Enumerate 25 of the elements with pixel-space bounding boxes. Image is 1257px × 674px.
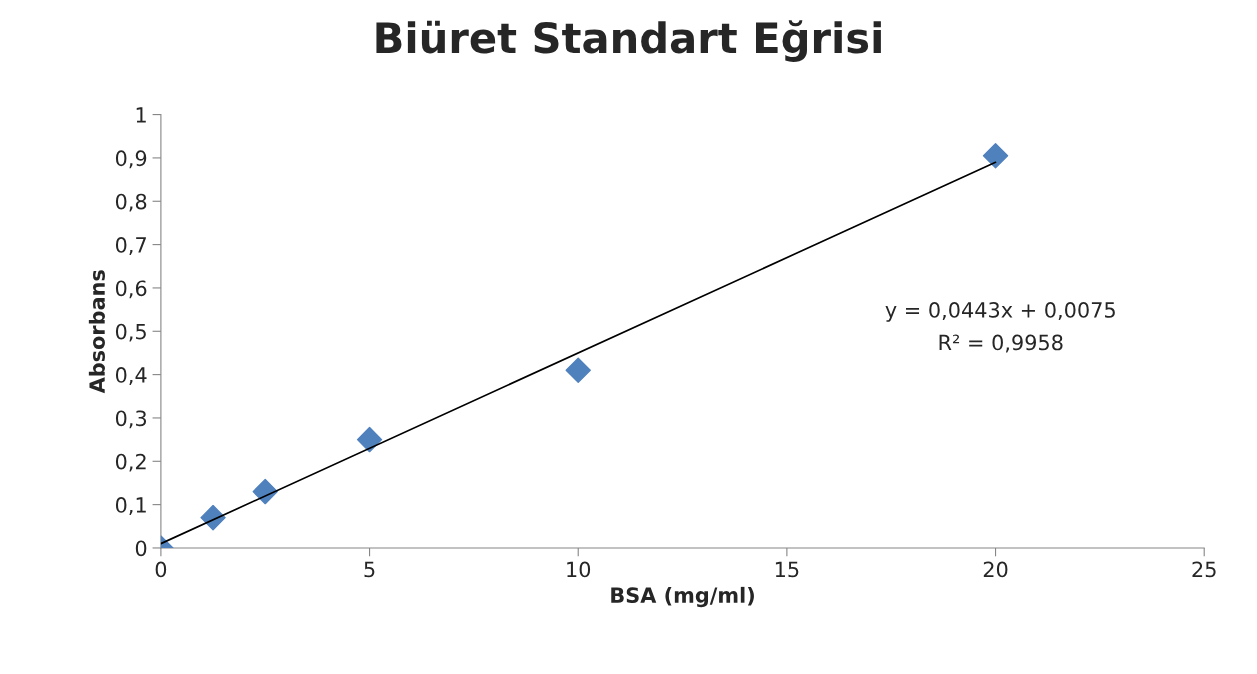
chart-title: Biüret Standart Eğrisi bbox=[376, 20, 881, 62]
x-tick-label: 0 bbox=[155, 561, 167, 578]
x-tick-label: 25 bbox=[1192, 561, 1216, 578]
y-tick-label: 0,5 bbox=[115, 323, 146, 342]
point bbox=[565, 357, 591, 383]
x-tick-label: 5 bbox=[364, 561, 375, 578]
y-tick-label: 0,3 bbox=[115, 410, 147, 429]
y-tick-label: 0,1 bbox=[115, 497, 146, 515]
y-tick-label: 1 bbox=[136, 107, 146, 123]
y-axis-title: Absorbans bbox=[88, 270, 105, 394]
annotation: R² = 0,9958 bbox=[939, 334, 1063, 353]
y-tick-label: 0,9 bbox=[115, 150, 147, 169]
y-tick-label: 0,8 bbox=[115, 193, 147, 212]
annotation: y = 0,0443x + 0,0075 bbox=[885, 302, 1115, 322]
x-tick-label: 15 bbox=[775, 561, 799, 578]
y-tick-label: 0,7 bbox=[115, 237, 146, 255]
y-tick-label: 0,4 bbox=[115, 367, 147, 385]
x-axis-title: BSA (mg/ml) bbox=[611, 586, 754, 608]
y-tick-label: 0,6 bbox=[115, 280, 147, 299]
point bbox=[982, 143, 1009, 169]
x-tick-label: 20 bbox=[983, 561, 1008, 578]
y-tick-label: 0,2 bbox=[115, 453, 146, 472]
y-tick-label: 0 bbox=[135, 540, 147, 557]
x-tick-label: 10 bbox=[567, 561, 591, 578]
point bbox=[356, 426, 383, 453]
